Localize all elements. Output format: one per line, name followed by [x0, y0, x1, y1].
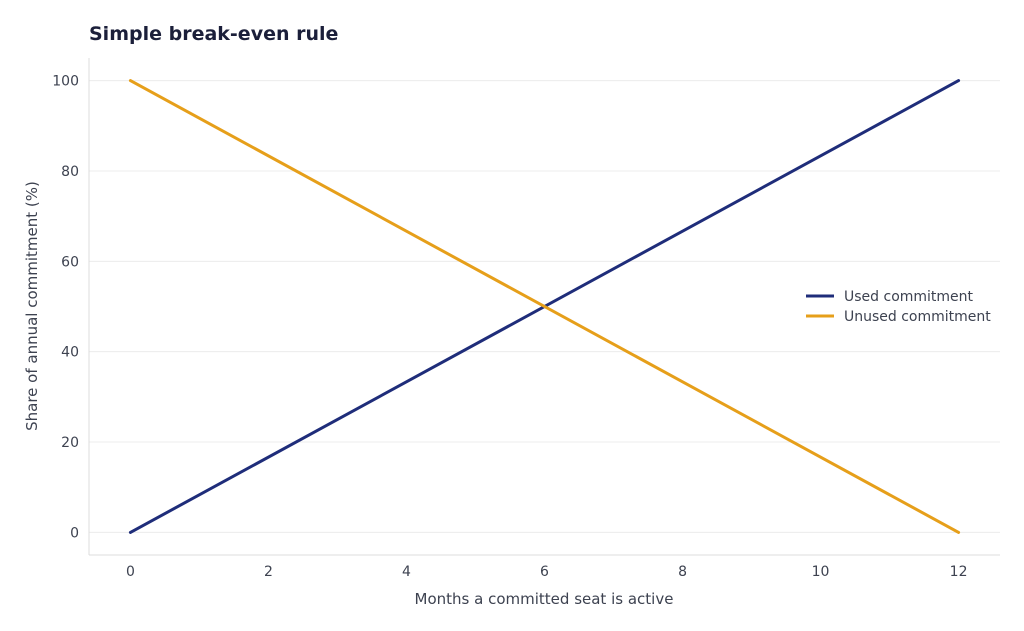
plot-frame — [88, 58, 1000, 556]
grid-lines — [89, 80, 1000, 533]
x-tick-label: 4 — [402, 564, 411, 580]
y-tick-label: 60 — [61, 254, 79, 270]
y-axis-ticks: 0 20 40 60 80 100 — [52, 74, 79, 542]
y-tick-label: 80 — [61, 164, 79, 180]
x-tick-label: 2 — [264, 564, 273, 580]
y-axis-label: Share of annual commitment (%) — [23, 181, 41, 431]
y-tick-label: 100 — [52, 74, 79, 90]
x-tick-label: 6 — [540, 564, 549, 580]
y-tick-label: 20 — [61, 435, 79, 451]
x-tick-label: 8 — [678, 564, 687, 580]
y-tick-label: 40 — [61, 345, 79, 361]
chart-title: Simple break-even rule — [89, 23, 338, 45]
y-tick-label: 0 — [70, 525, 79, 541]
legend-label-used: Used commitment — [844, 289, 974, 305]
series-line-unused — [128, 79, 961, 534]
x-axis-label: Months a committed seat is active — [415, 590, 674, 608]
x-axis-ticks: 0 2 4 6 8 10 12 — [126, 564, 968, 580]
legend-label-unused: Unused commitment — [844, 309, 991, 325]
legend: Used commitment Unused commitment — [806, 289, 991, 325]
x-tick-label: 12 — [950, 564, 968, 580]
series-lines — [128, 79, 961, 534]
x-tick-label: 10 — [812, 564, 830, 580]
x-tick-label: 0 — [126, 564, 135, 580]
